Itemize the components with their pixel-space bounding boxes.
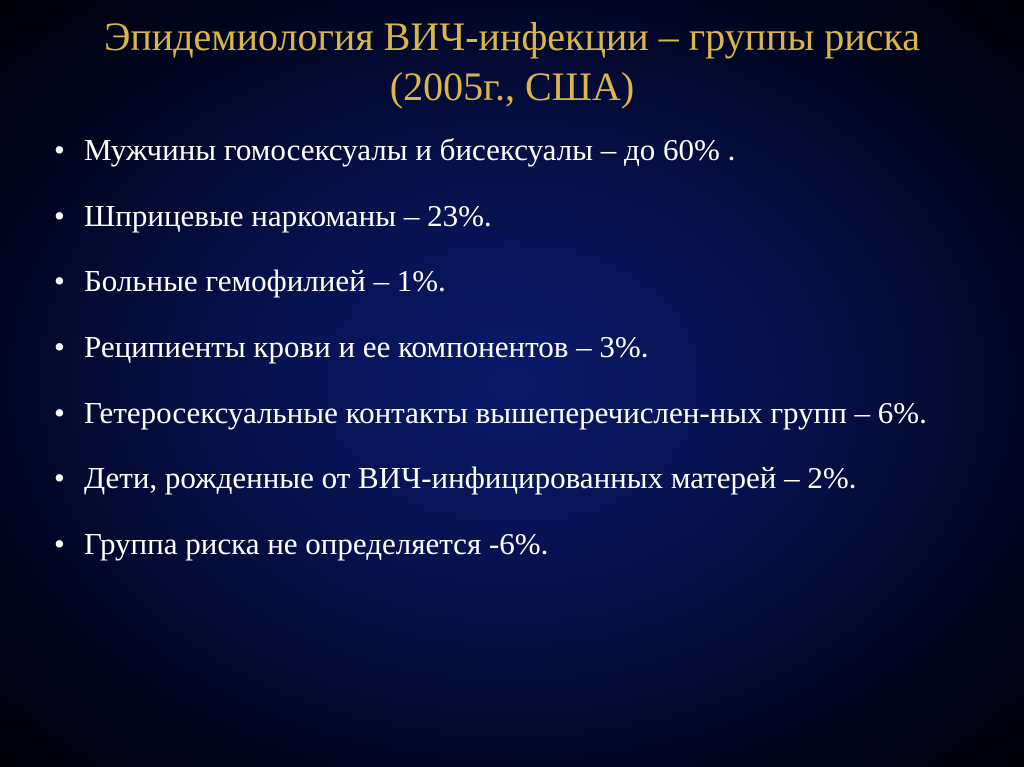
slide-title: Эпидемиология ВИЧ-инфекции – группы риск… — [40, 12, 984, 112]
bullet-list: Мужчины гомосексуалы и бисексуалы – до 6… — [40, 130, 984, 564]
list-item: Группа риска не определяется -6%. — [50, 524, 984, 564]
list-item: Мужчины гомосексуалы и бисексуалы – до 6… — [50, 130, 984, 170]
list-item: Дети, рожденные от ВИЧ-инфицированных ма… — [50, 458, 984, 498]
list-item: Шприцевые наркоманы – 23%. — [50, 196, 984, 236]
list-item: Больные гемофилией – 1%. — [50, 261, 984, 301]
slide: Эпидемиология ВИЧ-инфекции – группы риск… — [0, 0, 1024, 767]
list-item: Гетеросексуальные контакты вышеперечисле… — [50, 393, 984, 433]
list-item: Реципиенты крови и ее компонентов – 3%. — [50, 327, 984, 367]
